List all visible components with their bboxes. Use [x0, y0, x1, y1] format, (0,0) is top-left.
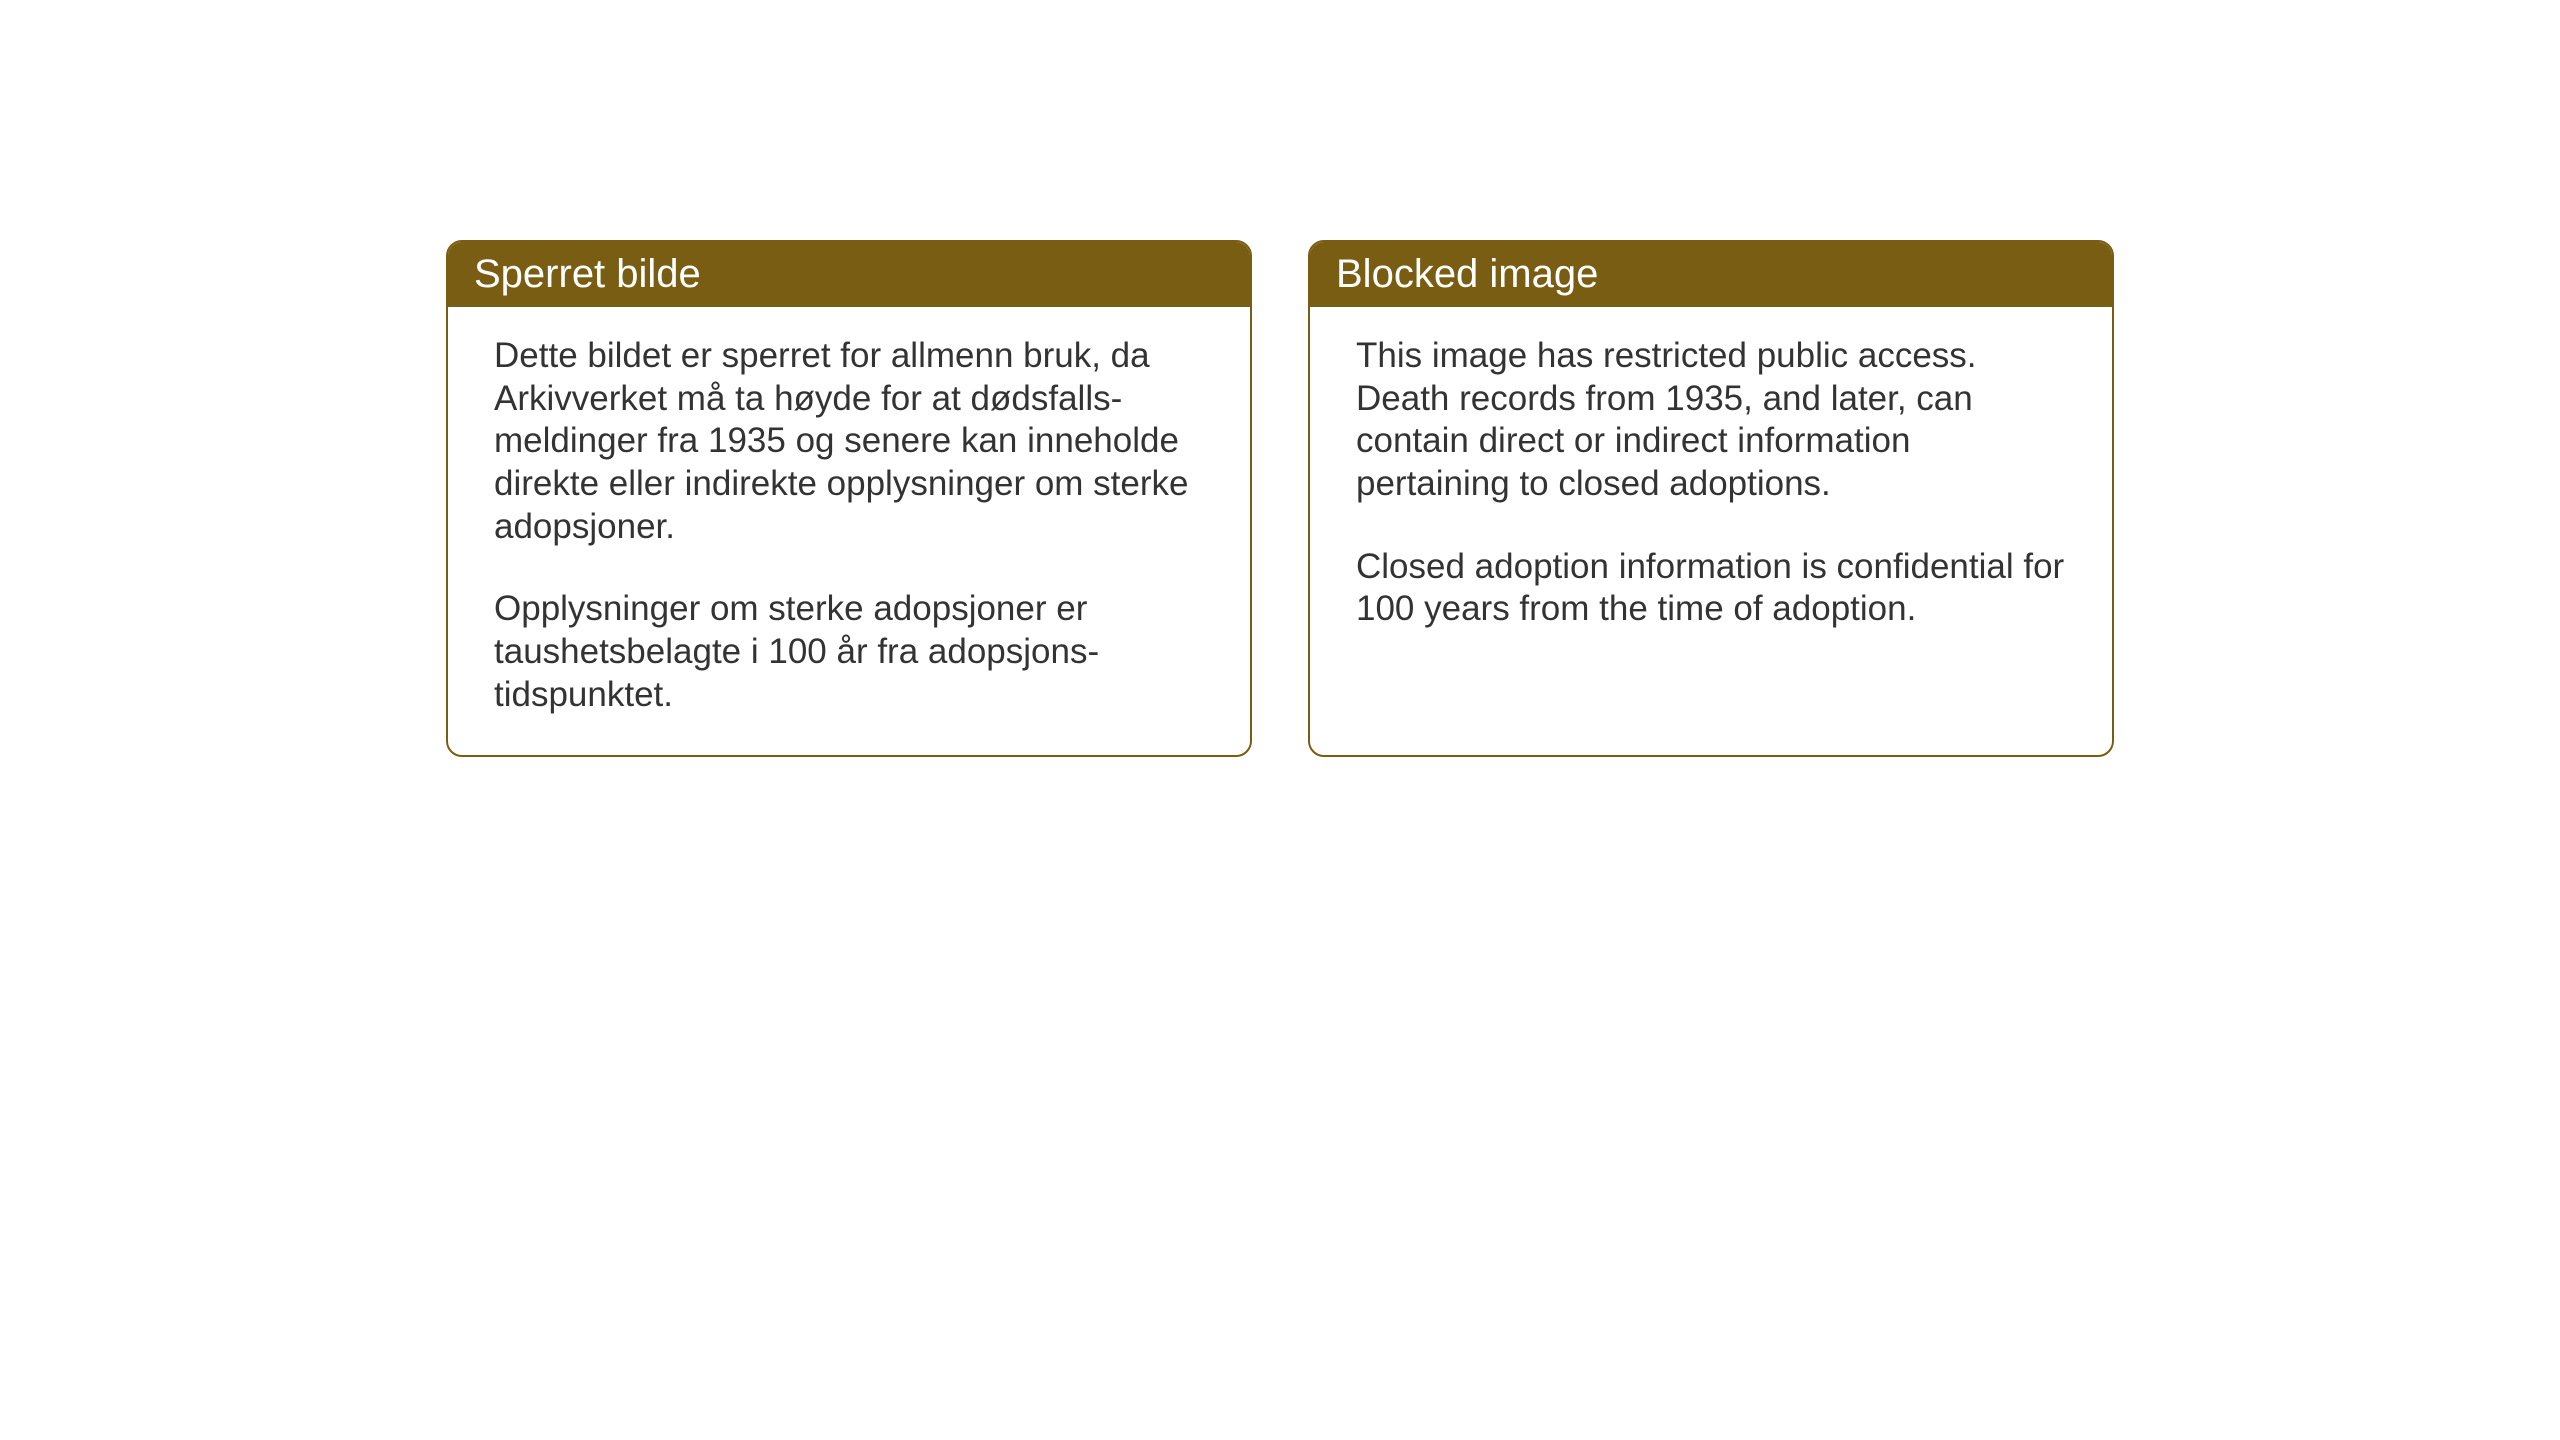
card-paragraph1-norwegian: Dette bildet er sperret for allmenn bruk… — [494, 335, 1204, 548]
card-title-english: Blocked image — [1336, 252, 1598, 296]
card-paragraph1-english: This image has restricted public access.… — [1356, 335, 2066, 506]
card-header-english: Blocked image — [1310, 242, 2112, 307]
card-paragraph2-english: Closed adoption information is confident… — [1356, 546, 2066, 631]
card-body-norwegian: Dette bildet er sperret for allmenn bruk… — [448, 307, 1250, 755]
notice-card-english: Blocked image This image has restricted … — [1308, 240, 2114, 757]
notice-cards-container: Sperret bilde Dette bildet er sperret fo… — [446, 240, 2114, 757]
card-body-english: This image has restricted public access.… — [1310, 307, 2112, 755]
card-header-norwegian: Sperret bilde — [448, 242, 1250, 307]
card-title-norwegian: Sperret bilde — [474, 252, 701, 296]
card-paragraph2-norwegian: Opplysninger om sterke adopsjoner er tau… — [494, 588, 1204, 716]
notice-card-norwegian: Sperret bilde Dette bildet er sperret fo… — [446, 240, 1252, 757]
